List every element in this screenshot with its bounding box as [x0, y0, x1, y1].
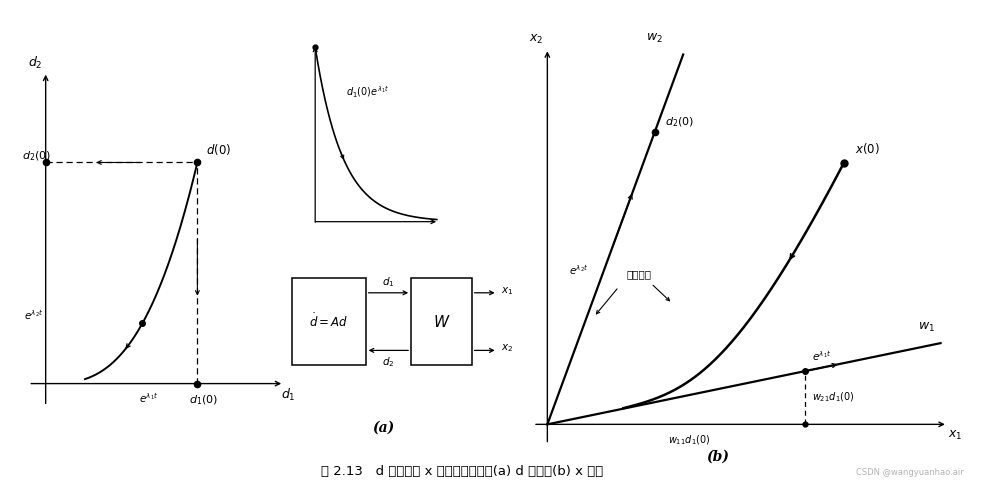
FancyBboxPatch shape	[292, 278, 366, 365]
Text: $d_1$: $d_1$	[382, 276, 394, 289]
Text: CSDN @wangyuanhao.air: CSDN @wangyuanhao.air	[855, 468, 963, 477]
Text: 特征向量: 特征向量	[626, 269, 651, 279]
Text: $w_1$: $w_1$	[918, 321, 935, 334]
Text: $w_{11}d_1(0)$: $w_{11}d_1(0)$	[667, 433, 711, 446]
Text: $w_2$: $w_2$	[646, 32, 663, 45]
Text: $d_2$: $d_2$	[28, 55, 42, 72]
Text: $e^{\lambda_1 t}$: $e^{\lambda_1 t}$	[812, 349, 832, 363]
Text: $x(0)$: $x(0)$	[855, 141, 880, 156]
Text: $d_1(0)e^{\lambda_1 t}$: $d_1(0)e^{\lambda_1 t}$	[346, 84, 389, 100]
Text: $W$: $W$	[433, 313, 450, 330]
Text: $x_1$: $x_1$	[500, 285, 513, 297]
Text: $d(0)$: $d(0)$	[206, 142, 231, 157]
Text: $d_1(0)$: $d_1(0)$	[190, 394, 218, 407]
Text: 图 2.13   d 平面上和 x 平面上的轨迹：(a) d 平面；(b) x 平面: 图 2.13 d 平面上和 x 平面上的轨迹：(a) d 平面；(b) x 平面	[320, 465, 604, 478]
Text: $d_1$: $d_1$	[281, 387, 296, 403]
Text: (a): (a)	[373, 421, 394, 435]
Text: (b): (b)	[706, 450, 729, 464]
Text: $e^{\lambda_2 t}$: $e^{\lambda_2 t}$	[24, 309, 43, 323]
Text: $e^{\lambda_1 t}$: $e^{\lambda_1 t}$	[139, 392, 158, 406]
Text: $\dot{d}=Ad$: $\dot{d}=Ad$	[310, 313, 349, 330]
Text: $d_2$: $d_2$	[382, 355, 394, 369]
Text: $x_2$: $x_2$	[530, 33, 544, 46]
Text: $w_{21}d_1(0)$: $w_{21}d_1(0)$	[812, 391, 854, 404]
Text: $d_2(0)$: $d_2(0)$	[22, 150, 51, 164]
FancyBboxPatch shape	[411, 278, 472, 365]
Text: $x_1$: $x_1$	[948, 429, 962, 442]
Text: $d_2(0)$: $d_2(0)$	[665, 116, 694, 130]
Text: $x_2$: $x_2$	[500, 342, 513, 354]
Text: $e^{\lambda_2 t}$: $e^{\lambda_2 t}$	[569, 264, 589, 277]
